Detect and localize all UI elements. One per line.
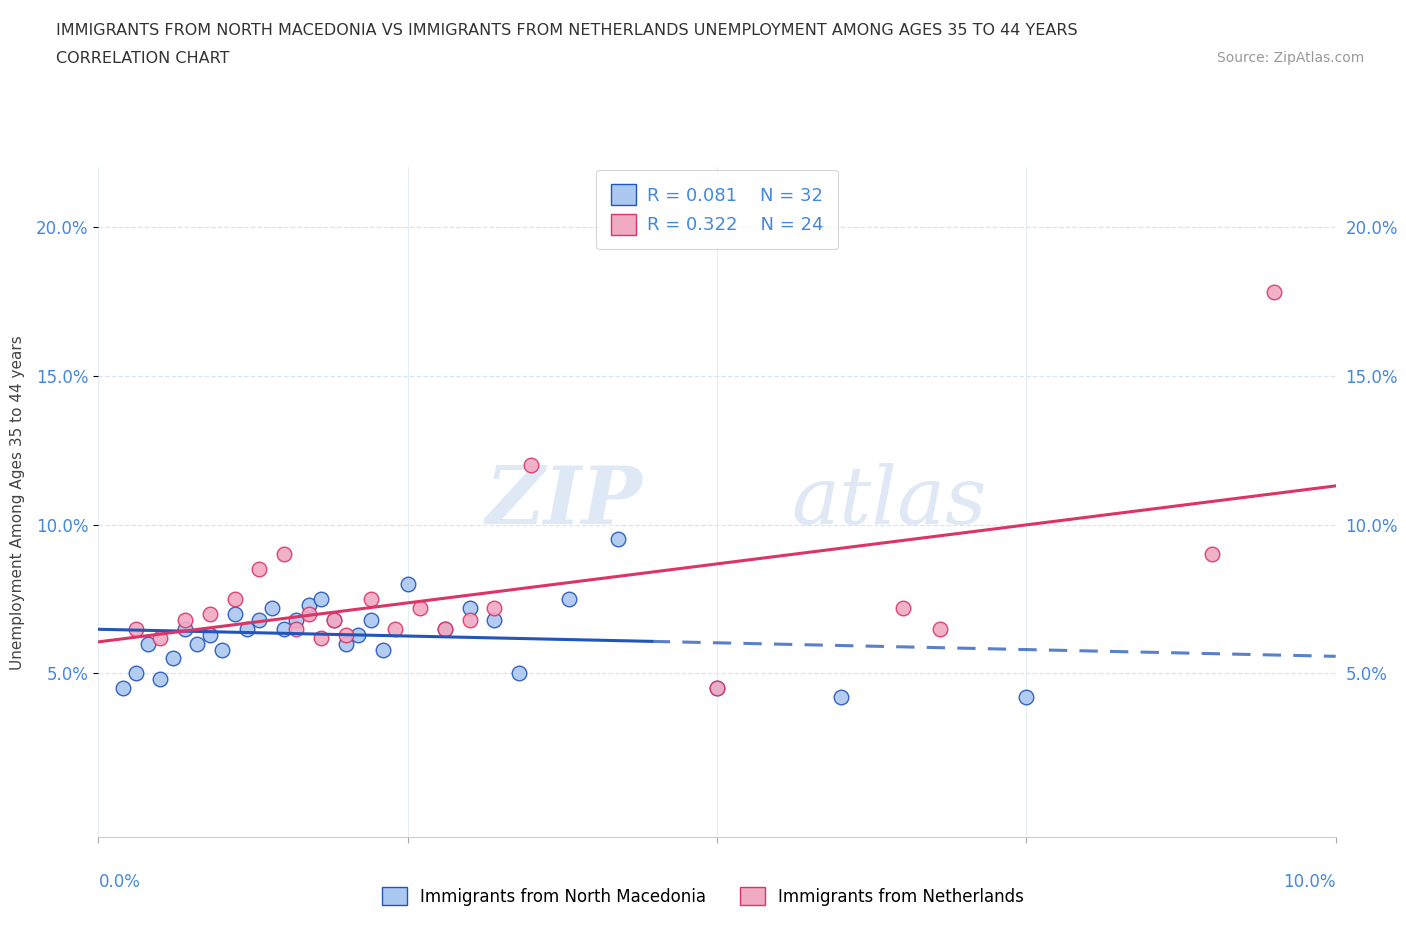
Point (247, 612, 270, 627)
Point (1015, 690, 1038, 705)
Text: 10.0%: 10.0% (1284, 872, 1336, 891)
Point (396, 577, 419, 591)
Point (1201, 547, 1223, 562)
Y-axis label: Unemployment Among Ages 35 to 44 years: Unemployment Among Ages 35 to 44 years (10, 335, 25, 670)
Point (198, 627, 221, 642)
Point (224, 591, 246, 606)
Point (149, 631, 172, 645)
Point (335, 636, 357, 651)
Point (891, 601, 914, 616)
Point (458, 601, 481, 616)
Point (298, 597, 321, 612)
Point (322, 612, 344, 627)
Point (433, 621, 456, 636)
Point (124, 621, 146, 636)
Point (174, 621, 197, 636)
Text: IMMIGRANTS FROM NORTH MACEDONIA VS IMMIGRANTS FROM NETHERLANDS UNEMPLOYMENT AMON: IMMIGRANTS FROM NORTH MACEDONIA VS IMMIG… (56, 23, 1078, 38)
Point (124, 666, 146, 681)
Point (285, 612, 308, 627)
Point (830, 690, 852, 705)
Point (285, 621, 308, 636)
Point (112, 681, 135, 696)
Legend: R = 0.081    N = 32, R = 0.322    N = 24: R = 0.081 N = 32, R = 0.322 N = 24 (596, 170, 838, 249)
Point (309, 631, 332, 645)
Point (236, 621, 259, 636)
Point (520, 458, 543, 472)
Point (360, 591, 382, 606)
Text: 0.0%: 0.0% (98, 872, 141, 891)
Point (211, 642, 233, 657)
Point (347, 627, 370, 642)
Text: Source: ZipAtlas.com: Source: ZipAtlas.com (1216, 51, 1364, 65)
Point (186, 636, 208, 651)
Point (607, 532, 630, 547)
Text: ZIP: ZIP (486, 463, 643, 541)
Point (298, 606, 321, 621)
Text: CORRELATION CHART: CORRELATION CHART (56, 51, 229, 66)
Point (706, 681, 728, 696)
Point (174, 612, 197, 627)
Point (309, 591, 332, 606)
Legend: Immigrants from North Macedonia, Immigrants from Netherlands: Immigrants from North Macedonia, Immigra… (375, 881, 1031, 912)
Text: atlas: atlas (792, 463, 987, 541)
Point (360, 612, 382, 627)
Point (260, 601, 283, 616)
Point (433, 621, 456, 636)
Point (557, 591, 579, 606)
Point (198, 606, 221, 621)
Point (1263, 285, 1285, 299)
Point (162, 651, 184, 666)
Point (149, 671, 172, 686)
Point (409, 601, 432, 616)
Point (706, 681, 728, 696)
Point (484, 612, 506, 627)
Point (484, 601, 506, 616)
Point (136, 636, 159, 651)
Point (384, 621, 406, 636)
Point (928, 621, 950, 636)
Point (458, 612, 481, 627)
Point (273, 621, 295, 636)
Point (322, 612, 344, 627)
Point (224, 606, 246, 621)
Point (508, 666, 530, 681)
Point (273, 547, 295, 562)
Point (371, 642, 394, 657)
Point (335, 627, 357, 642)
Point (247, 562, 270, 577)
